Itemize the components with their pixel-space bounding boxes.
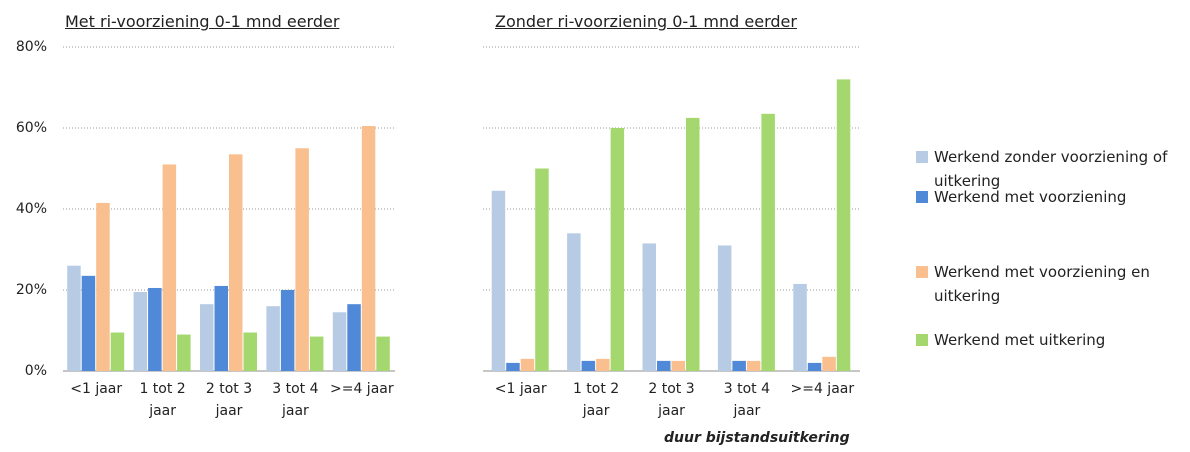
bar <box>266 306 280 371</box>
bar <box>229 154 243 371</box>
bar <box>581 360 596 371</box>
legend-swatch <box>916 266 928 278</box>
legend-label: Werkend zonder voorziening of uitkering <box>934 148 1168 190</box>
y-tick-label: 60% <box>16 120 47 136</box>
y-tick-label: 20% <box>16 282 47 298</box>
bar <box>67 265 81 371</box>
y-tick-label: 0% <box>25 363 47 379</box>
legend-label: Werkend met voorziening <box>934 188 1127 206</box>
bar <box>746 360 761 371</box>
bar <box>520 358 535 371</box>
bar <box>836 79 851 372</box>
chart-title: Zonder ri-voorziening 0-1 mnd eerder <box>495 12 797 31</box>
bar <box>732 360 746 371</box>
bar <box>214 285 228 371</box>
bar <box>535 168 549 371</box>
bar <box>506 362 520 371</box>
bar <box>200 304 214 371</box>
bar <box>243 332 257 371</box>
bar <box>332 312 347 371</box>
x-tick-label: 2 tot 3 jaar <box>205 381 253 419</box>
legend-label: Werkend met voorziening en uitkering <box>934 263 1150 305</box>
bar <box>491 190 506 371</box>
x-tick-label: <1 jaar <box>494 381 547 397</box>
x-tick-label: 3 tot 4 jaar <box>272 381 319 419</box>
bar <box>642 243 656 371</box>
x-tick-label: 2 tot 3 jaar <box>648 381 695 419</box>
chart-title: Met ri-voorziening 0-1 mnd eerder <box>65 12 340 31</box>
x-axis-label: duur bijstandsuitkering <box>664 430 850 446</box>
bar <box>822 356 836 371</box>
bar <box>81 275 96 371</box>
bar <box>671 360 685 371</box>
legend-item: Werkend met voorziening <box>916 185 1186 209</box>
bar <box>295 148 309 371</box>
bar <box>686 117 700 371</box>
bar <box>717 245 732 371</box>
bar <box>280 290 295 371</box>
bar <box>807 362 822 371</box>
bar <box>596 358 610 371</box>
legend-item: Werkend zonder voorziening of uitkering <box>916 145 1186 193</box>
bar <box>657 360 671 371</box>
bar <box>162 164 177 371</box>
legend-item: Werkend met uitkering <box>916 328 1186 352</box>
bar <box>610 128 625 371</box>
x-tick-label: 1 tot 2 jaar <box>139 381 186 419</box>
bar <box>761 113 775 371</box>
bar <box>376 336 390 371</box>
legend-swatch <box>916 191 928 203</box>
y-tick-label: 80% <box>16 39 47 55</box>
x-tick-label: <1 jaar <box>70 381 123 397</box>
x-tick-label: >=4 jaar <box>329 381 394 397</box>
bar <box>361 125 376 371</box>
legend-swatch <box>916 151 928 163</box>
bar <box>347 304 361 371</box>
bar <box>567 233 581 371</box>
bar <box>793 283 807 371</box>
bar <box>309 336 324 371</box>
x-tick-label: >=4 jaar <box>790 381 855 397</box>
bar <box>110 332 125 371</box>
legend-item: Werkend met voorziening en uitkering <box>916 260 1186 308</box>
x-tick-label: 1 tot 2 jaar <box>572 381 620 419</box>
bar <box>148 287 162 371</box>
legend-swatch <box>916 334 928 346</box>
bar <box>96 202 110 371</box>
x-tick-label: 3 tot 4 jaar <box>723 381 771 419</box>
bar <box>133 292 148 371</box>
y-tick-label: 40% <box>16 201 47 217</box>
bar <box>177 334 191 371</box>
legend-label: Werkend met uitkering <box>934 331 1106 349</box>
